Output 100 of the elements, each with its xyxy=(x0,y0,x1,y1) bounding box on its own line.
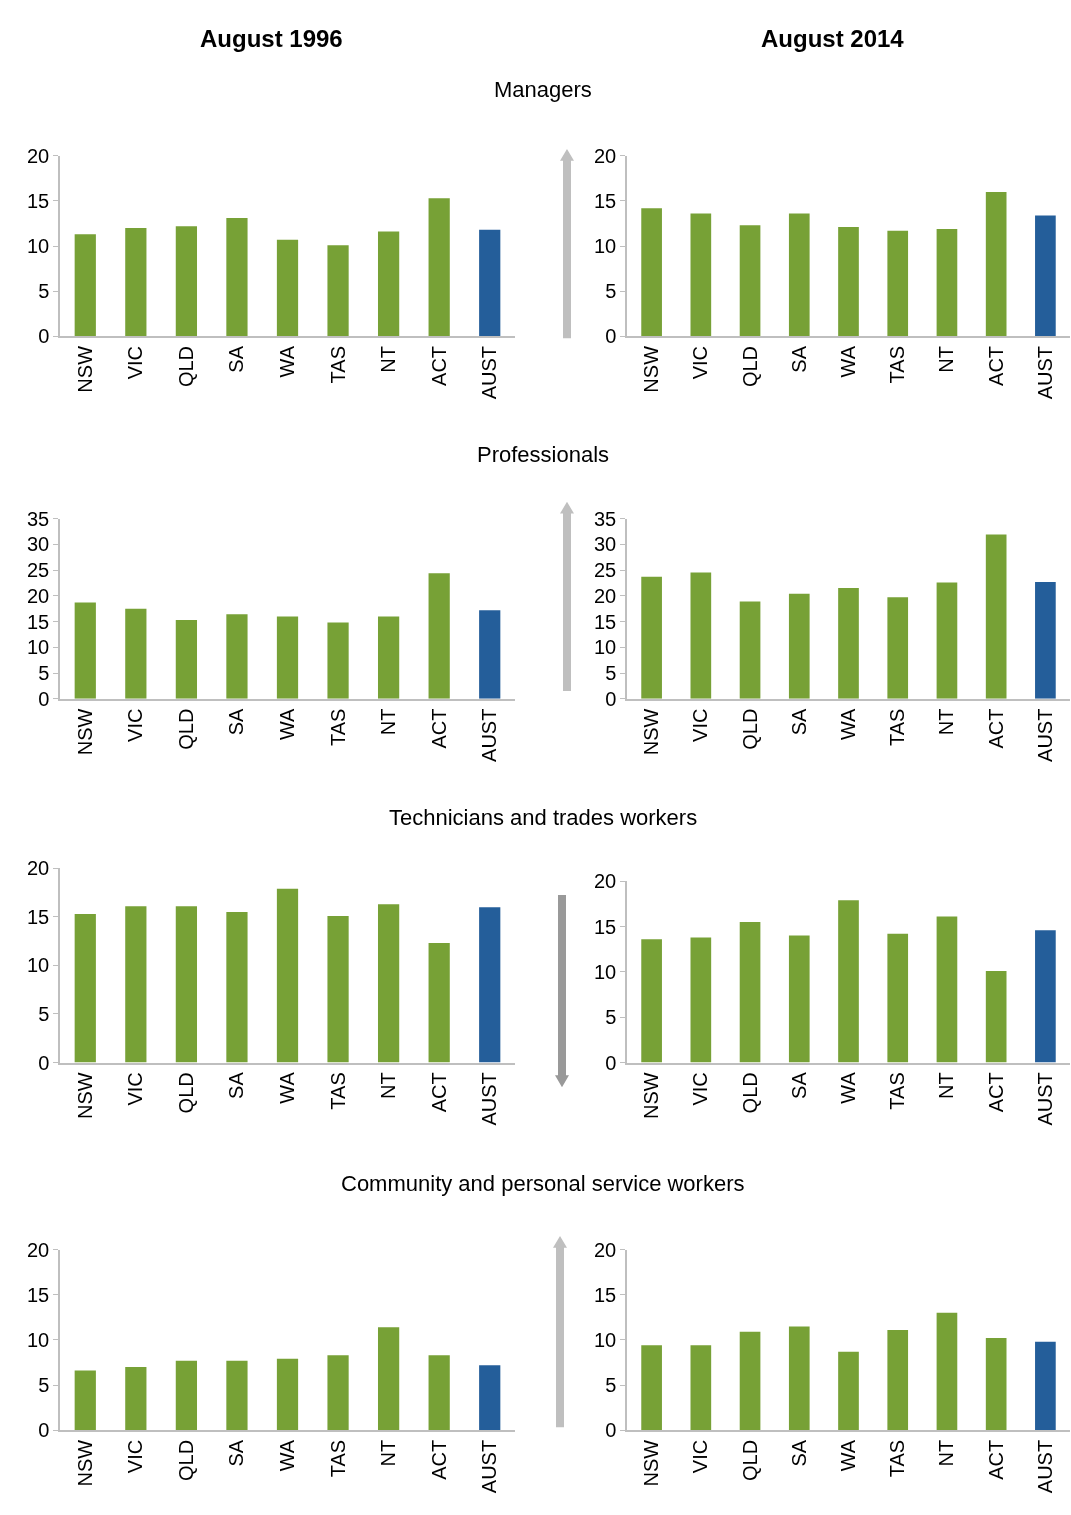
x-tick-label: NSW xyxy=(73,1439,96,1487)
y-tick-label: 35 xyxy=(27,507,50,530)
y-tick-label: 20 xyxy=(594,144,617,167)
x-tick-label: TAS xyxy=(326,1072,349,1110)
y-tick-label: 10 xyxy=(594,235,617,258)
chart-subtitle: Technicians and trades workers xyxy=(389,805,698,830)
x-tick-label: WA xyxy=(276,707,298,741)
bar xyxy=(887,230,909,337)
y-tick-label: 15 xyxy=(594,610,617,633)
y-tick-label: 15 xyxy=(594,915,617,938)
x-tick-label: QLD xyxy=(174,1439,197,1481)
bar xyxy=(479,1365,501,1431)
bar xyxy=(690,937,712,1063)
x-tick-label: SA xyxy=(787,345,810,373)
x-tick-label: ACT xyxy=(427,1072,450,1113)
x-tick-label: VIC xyxy=(124,1439,147,1474)
y-tick-label: 5 xyxy=(38,280,50,303)
x-tick-label: SA xyxy=(225,1439,248,1467)
x-tick-label: QLD xyxy=(174,708,197,750)
x-tick-label: QLD xyxy=(738,1072,761,1114)
x-tick-label: AUST xyxy=(1033,345,1056,400)
y-tick-label: 15 xyxy=(594,1283,617,1306)
x-tick-label: NT xyxy=(377,1072,400,1099)
bar xyxy=(327,245,349,337)
x-tick-label: SA xyxy=(787,1439,810,1467)
y-tick-label: 0 xyxy=(605,1051,617,1074)
bar xyxy=(175,226,198,337)
x-tick-label: ACT xyxy=(984,345,1007,386)
y-tick-label: 30 xyxy=(594,533,617,556)
bar xyxy=(377,616,400,699)
bar xyxy=(175,906,198,1063)
bar xyxy=(788,935,810,1063)
x-tick-label: TAS xyxy=(326,1439,349,1478)
bar xyxy=(739,601,761,699)
bar xyxy=(936,1312,958,1431)
x-tick-label: NSW xyxy=(640,1072,663,1119)
x-tick-label: WA xyxy=(276,1071,298,1104)
bar xyxy=(690,572,712,699)
y-tick-label: 5 xyxy=(605,1374,617,1397)
bar xyxy=(479,907,501,1063)
bar xyxy=(276,239,299,337)
x-tick-label: QLD xyxy=(174,1072,197,1114)
x-tick-label: QLD xyxy=(738,708,761,750)
x-tick-label: AUST xyxy=(478,708,501,762)
y-tick-label: 10 xyxy=(594,636,617,659)
bar xyxy=(936,582,958,699)
bar xyxy=(327,915,349,1063)
chart-subtitle: Community and personal service workers xyxy=(341,1171,745,1196)
x-tick-label: VIC xyxy=(689,1439,712,1474)
chart-title: August 1996 xyxy=(200,25,343,52)
x-tick-label: WA xyxy=(276,1439,298,1472)
bar xyxy=(985,970,1007,1063)
x-tick-label: NT xyxy=(377,1439,400,1467)
x-tick-label: QLD xyxy=(738,345,761,388)
y-tick-label: 20 xyxy=(594,1238,617,1261)
bar xyxy=(428,1355,450,1431)
bar xyxy=(936,916,958,1063)
x-tick-label: TAS xyxy=(886,1072,909,1110)
y-tick-label: 20 xyxy=(27,584,50,607)
bar xyxy=(175,620,198,699)
x-tick-label: NT xyxy=(935,1072,958,1099)
y-tick-label: 0 xyxy=(38,1419,50,1442)
bar xyxy=(641,939,662,1063)
y-tick-label: 0 xyxy=(605,687,617,710)
bar xyxy=(479,610,501,699)
x-tick-label: TAS xyxy=(886,708,909,747)
x-tick-label: VIC xyxy=(689,345,712,380)
y-tick-label: 10 xyxy=(27,636,50,659)
bar xyxy=(838,1351,859,1431)
bar xyxy=(125,1366,147,1431)
x-tick-label: ACT xyxy=(984,1072,1007,1113)
x-tick-label: WA xyxy=(837,1439,859,1472)
bar xyxy=(428,943,450,1063)
bar xyxy=(838,588,859,699)
x-tick-label: WA xyxy=(837,345,859,378)
y-tick-label: 15 xyxy=(27,189,50,212)
y-tick-label: 15 xyxy=(27,905,50,928)
y-tick-label: 5 xyxy=(605,280,617,303)
x-tick-label: SA xyxy=(225,707,248,736)
bar xyxy=(1035,581,1056,699)
x-tick-label: ACT xyxy=(427,1439,450,1480)
x-tick-label: AUST xyxy=(1033,708,1056,762)
x-tick-label: ACT xyxy=(984,708,1007,749)
y-tick-label: 25 xyxy=(594,559,617,582)
x-tick-label: AUST xyxy=(478,345,501,400)
bar xyxy=(641,576,662,699)
y-tick-label: 0 xyxy=(38,687,50,710)
bar xyxy=(226,614,248,699)
y-tick-label: 0 xyxy=(38,325,50,348)
x-tick-label: WA xyxy=(837,1071,859,1104)
bar xyxy=(74,913,96,1063)
x-tick-label: NSW xyxy=(73,708,96,756)
y-tick-label: 15 xyxy=(27,1283,50,1306)
bar xyxy=(690,213,712,337)
y-tick-label: 30 xyxy=(27,533,50,556)
x-tick-label: ACT xyxy=(427,345,450,386)
chart-subtitle: Managers xyxy=(494,77,592,102)
x-tick-label: NT xyxy=(935,708,958,736)
bar xyxy=(377,1327,400,1431)
bar xyxy=(377,904,400,1063)
